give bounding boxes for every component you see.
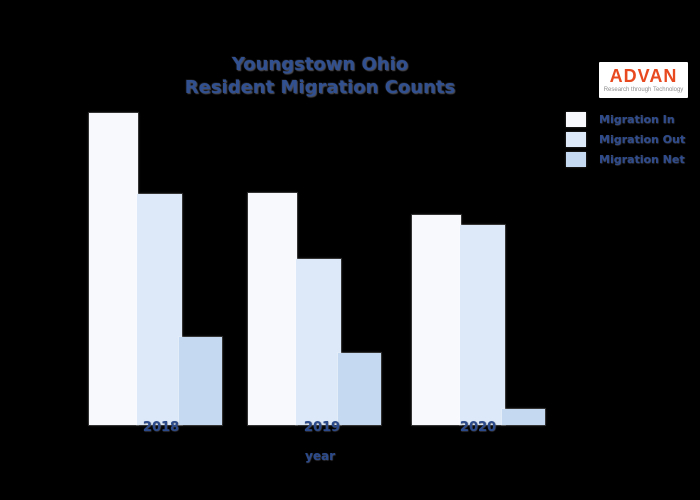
legend-item-migration-net: Migration Net <box>566 149 685 169</box>
legend-label-migration-out: Migration Out <box>599 132 686 146</box>
legend: Migration In Migration Out Migration Net <box>566 109 685 169</box>
x-tick-label: 2018 <box>142 420 180 435</box>
chart-title-line1: Youngstown Ohio <box>231 54 409 75</box>
advan-logo-tagline: Research through Technology <box>603 86 684 93</box>
bar-migration-out-2018 <box>137 194 182 425</box>
advan-logo-text: ADVAN <box>609 65 678 86</box>
legend-item-migration-in: Migration In <box>566 109 685 129</box>
legend-label-migration-net: Migration Net <box>599 152 685 166</box>
legend-swatch-migration-out <box>566 131 586 147</box>
advan-logo: ADVAN Research through Technology <box>599 62 688 98</box>
bar-migration-net-2018 <box>179 337 222 425</box>
bar-migration-net-2019 <box>338 353 381 425</box>
legend-swatch-migration-in <box>566 111 586 127</box>
legend-label-migration-in: Migration In <box>599 112 675 126</box>
x-tick-label: 2020 <box>459 420 497 435</box>
bar-migration-in-2019 <box>248 193 297 425</box>
bar-migration-in-2020 <box>412 215 461 425</box>
bar-migration-net-2020 <box>502 409 545 425</box>
x-tick-label: 2019 <box>303 420 341 435</box>
chart-title-line2: Resident Migration Counts <box>184 77 456 98</box>
legend-swatch-migration-net <box>566 151 586 167</box>
chart-title: Youngstown Ohio Resident Migration Count… <box>0 53 640 99</box>
bar-migration-out-2019 <box>296 259 341 425</box>
bar-migration-in-2018 <box>89 113 138 425</box>
bar-migration-out-2020 <box>460 225 505 425</box>
x-axis-title: year <box>305 449 335 463</box>
legend-item-migration-out: Migration Out <box>566 129 685 149</box>
